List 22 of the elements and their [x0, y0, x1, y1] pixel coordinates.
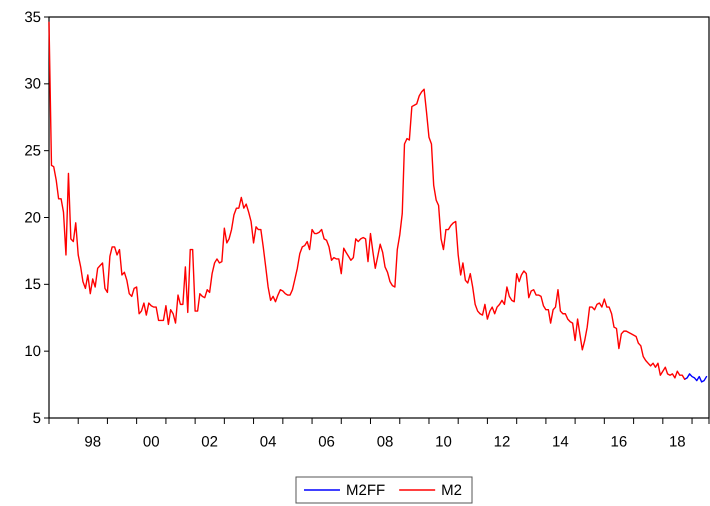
- y-tick-label: 25: [24, 142, 41, 160]
- legend-label: M2FF: [346, 482, 386, 499]
- x-tick-label: 98: [84, 434, 102, 450]
- x-tick-label: 02: [201, 434, 218, 450]
- line-series: [684, 373, 708, 383]
- y-tick-label: 10: [24, 342, 41, 360]
- y-tick-label: 15: [24, 276, 41, 294]
- x-tick-label: 06: [318, 434, 335, 450]
- x-tick-label: 18: [668, 434, 686, 450]
- legend-label: M2: [441, 482, 462, 499]
- x-tick-label: 08: [376, 434, 394, 450]
- y-tick-label: 30: [24, 76, 41, 93]
- line-series: [48, 22, 686, 380]
- x-tick-label: 16: [610, 434, 628, 450]
- x-tick-label: 14: [552, 434, 569, 450]
- y-tick-label: 20: [24, 209, 41, 226]
- x-tick-label: 04: [260, 434, 276, 450]
- x-tick-label: 12: [494, 434, 510, 450]
- y-tick-label: 35: [24, 8, 41, 26]
- x-tick-label: 00: [142, 434, 160, 450]
- y-tick-label: 5: [32, 410, 41, 427]
- x-tick-label: 10: [435, 434, 452, 450]
